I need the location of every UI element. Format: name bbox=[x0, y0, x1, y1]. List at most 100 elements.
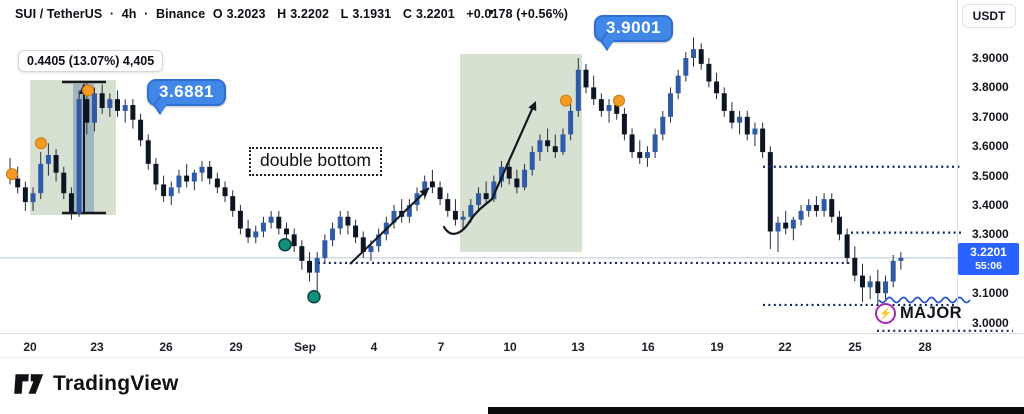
candle-up bbox=[330, 228, 336, 241]
candle-down bbox=[68, 193, 74, 214]
orange-signal-dot[interactable] bbox=[6, 168, 18, 181]
major-badge-label: MAJOR bbox=[900, 304, 963, 322]
double-bottom-label[interactable]: double bottom bbox=[249, 147, 382, 176]
candle-down bbox=[598, 99, 604, 111]
candle-down bbox=[61, 172, 67, 194]
exchange-name: Binance bbox=[155, 7, 206, 21]
candle-down bbox=[237, 210, 243, 229]
teal-signal-dot[interactable] bbox=[307, 289, 321, 304]
candle-down bbox=[299, 246, 305, 261]
major-badge[interactable]: ⚡ MAJOR bbox=[875, 303, 962, 324]
orange-signal-dot[interactable] bbox=[613, 94, 625, 107]
legend-separator: · bbox=[109, 7, 115, 21]
time-tick-label: 25 bbox=[848, 340, 862, 354]
candle-up bbox=[122, 105, 128, 111]
arrowhead bbox=[528, 101, 537, 111]
price-tick-label: 3.7000 bbox=[972, 109, 1009, 124]
squiggle-line[interactable] bbox=[878, 296, 971, 304]
candle-down bbox=[99, 93, 105, 108]
candle-up bbox=[522, 169, 528, 188]
candle-up bbox=[806, 205, 812, 211]
candle-up bbox=[606, 105, 612, 111]
candle-down bbox=[706, 63, 712, 82]
candle-up bbox=[91, 93, 97, 123]
candle-down bbox=[222, 187, 228, 197]
candle-up bbox=[790, 219, 796, 229]
time-tick-label: 28 bbox=[918, 340, 932, 354]
time-axis[interactable]: 20 23 26 29 Sep 4 7 10 13 16 19 22 25 28 bbox=[0, 333, 1024, 359]
time-tick-label: 10 bbox=[503, 340, 517, 354]
time-tick-label: Sep bbox=[293, 340, 317, 354]
candle-down bbox=[353, 225, 359, 238]
candle-up bbox=[191, 172, 197, 182]
candle-down bbox=[437, 187, 443, 200]
candle-up bbox=[199, 166, 205, 173]
candle-down bbox=[760, 128, 766, 153]
candle-down bbox=[637, 152, 643, 158]
candle-down bbox=[22, 187, 28, 203]
interval-value: 4h bbox=[121, 7, 137, 21]
candle-up bbox=[752, 128, 758, 135]
currency-button[interactable]: USDT bbox=[962, 4, 1016, 28]
candle-down bbox=[514, 178, 520, 188]
orange-signal-dot[interactable] bbox=[560, 94, 572, 107]
candle-down bbox=[744, 116, 750, 135]
candle-down bbox=[276, 216, 282, 229]
candle-down bbox=[345, 216, 351, 226]
candle-up bbox=[798, 210, 804, 220]
candle-up bbox=[475, 193, 481, 205]
ohlc-low: L 3.1931 bbox=[340, 7, 392, 21]
trend-arrow[interactable] bbox=[349, 187, 430, 265]
candle-down bbox=[767, 152, 773, 232]
candle-down bbox=[283, 228, 289, 235]
price-tick-label: 3.3000 bbox=[972, 227, 1009, 242]
candle-up bbox=[30, 193, 36, 203]
candle-up bbox=[406, 205, 412, 217]
candle-down bbox=[145, 140, 151, 164]
candle-down bbox=[138, 119, 144, 141]
candle-up bbox=[468, 205, 474, 217]
candle-down bbox=[875, 281, 881, 294]
candle-up bbox=[38, 163, 44, 194]
trend-arrow[interactable] bbox=[442, 105, 535, 235]
candle-up bbox=[867, 281, 873, 288]
candle-down bbox=[245, 228, 251, 238]
candle-up bbox=[76, 99, 82, 214]
candle-down bbox=[506, 166, 512, 179]
candle-up bbox=[499, 166, 505, 182]
measure-tool-label[interactable]: 0.4405 (13.07%) 4,405 bbox=[18, 50, 164, 72]
candle-up bbox=[107, 99, 113, 108]
candle-down bbox=[721, 93, 727, 111]
time-tick-label: 4 bbox=[370, 340, 378, 354]
tradingview-logo[interactable]: TradingView bbox=[14, 371, 179, 397]
candle-down bbox=[729, 110, 735, 123]
candle-up bbox=[422, 181, 428, 194]
candle-up bbox=[675, 75, 681, 94]
time-tick-label: 26 bbox=[159, 340, 173, 354]
orange-signal-dot[interactable] bbox=[35, 137, 47, 150]
legend-more-dot[interactable] bbox=[489, 10, 493, 14]
orange-signal-dot[interactable] bbox=[82, 84, 94, 97]
candle-down bbox=[552, 146, 558, 153]
candle-up bbox=[491, 181, 497, 200]
price-tick-label: 3.4000 bbox=[972, 198, 1009, 212]
price-callout-3-9001[interactable]: 3.9001 bbox=[594, 15, 673, 42]
candle-down bbox=[184, 175, 190, 182]
candle-up bbox=[575, 69, 581, 111]
candle-down bbox=[591, 87, 597, 100]
candle-down bbox=[115, 99, 121, 111]
highlight-zone[interactable] bbox=[460, 54, 582, 252]
price-callout-3-6881[interactable]: 3.6881 bbox=[147, 79, 226, 106]
candle-up bbox=[683, 58, 689, 76]
candle-down bbox=[583, 69, 589, 88]
price-axis[interactable]: 3.9000 3.8000 3.7000 3.6000 3.5000 3.4000 3.30… bbox=[957, 0, 1024, 333]
teal-signal-dot[interactable] bbox=[278, 237, 292, 252]
candle-down bbox=[230, 196, 236, 211]
candle-up bbox=[460, 216, 466, 220]
candle-up bbox=[898, 257, 904, 261]
candle-up bbox=[168, 187, 174, 197]
candle-up bbox=[268, 216, 274, 223]
